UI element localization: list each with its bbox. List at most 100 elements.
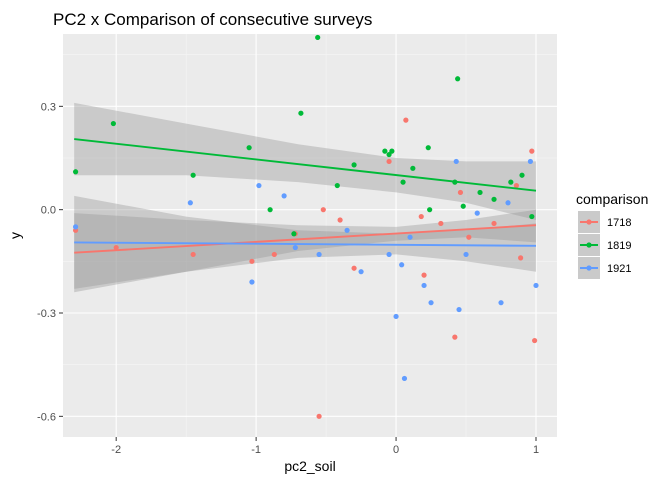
trend-lines [74,138,537,254]
x-tick-label: -1 [251,444,261,456]
x-tick-label: 1 [533,444,539,456]
data-point-1819 [298,110,304,116]
data-point-1819 [491,196,497,202]
x-axis: -2 -1 0 1 [111,437,539,456]
data-point-1718 [316,413,322,419]
data-point-1718 [457,189,464,196]
data-point-1718 [532,337,538,344]
data-point-1718 [466,234,472,240]
data-point-1921 [474,210,480,216]
data-point-1819 [508,179,514,185]
data-point-1921 [316,251,322,258]
trend-line-1819 [74,138,537,192]
confidence-band-1921 [74,195,536,289]
data-point-1819 [190,172,196,178]
data-point-1921 [393,313,399,320]
data-point-1819 [267,207,273,213]
data-point-1819 [246,145,252,151]
legend: comparison 1718 1819 1921 [576,191,648,279]
data-point-1718 [190,251,196,258]
data-point-1921 [292,244,298,251]
data-point-1819 [110,120,116,127]
data-point-1819 [425,145,431,151]
data-point-1921 [386,251,392,258]
data-points [72,34,539,419]
legend-label-1718: 1718 [607,217,631,229]
data-point-1921 [249,279,255,285]
data-point-1819 [334,182,340,189]
data-point-1921 [407,234,413,240]
data-point-1718 [271,251,277,258]
data-point-1819 [410,165,416,171]
data-point-1921 [281,193,287,199]
data-point-1819 [382,148,388,154]
data-point-1921 [421,282,427,289]
grid-minor [63,34,557,437]
data-point-1718 [529,148,535,154]
chart-title: PC2 x Comparison of consecutive surveys [53,10,372,29]
y-axis-label: y [7,232,23,239]
data-point-1819 [351,162,357,168]
data-point-1718 [320,207,326,213]
data-point-1921 [533,282,539,289]
data-point-1819 [291,231,297,237]
legend-point-1718 [586,219,592,225]
data-point-1718 [491,220,497,227]
data-point-1819 [427,207,433,213]
data-point-1819 [477,189,483,196]
data-point-1718 [386,158,392,165]
data-point-1718 [518,255,524,261]
trend-line-1921 [74,241,537,247]
plot-panel [63,34,557,437]
data-point-1718 [438,220,444,227]
y-tick-label: 0.3 [41,101,56,113]
data-point-1921 [358,269,364,275]
data-point-1819 [519,172,525,178]
data-point-1921 [527,158,534,165]
legend-point-1819 [586,242,592,248]
data-point-1921 [344,227,350,233]
x-axis-label: pc2_soil [284,458,335,474]
data-point-1819 [315,34,321,41]
confidence-bands [74,102,536,293]
legend-label-1921: 1921 [607,263,631,275]
data-point-1819 [455,76,461,82]
data-point-1718 [513,182,520,189]
y-tick-label: -0.3 [37,308,56,320]
data-point-1718 [337,217,343,223]
data-point-1718 [421,272,427,278]
data-point-1819 [400,179,406,185]
x-tick-label: 0 [393,444,399,456]
legend-label-1819: 1819 [607,240,631,252]
trend-line-1718 [74,224,537,254]
data-point-1921 [187,200,193,206]
data-point-1819 [460,203,466,209]
data-point-1819 [529,213,535,220]
data-point-1921 [428,300,434,306]
data-point-1819 [386,151,392,158]
confidence-band-1819 [74,102,536,220]
data-point-1921 [399,262,405,268]
legend-title: comparison [576,191,648,207]
data-point-1718 [249,258,255,264]
data-point-1921 [401,375,408,382]
y-axis: -0.6 -0.3 0.0 0.3 [37,101,63,423]
data-point-1718 [113,244,119,251]
data-point-1921 [256,182,262,189]
y-tick-label: -0.6 [37,411,56,423]
data-point-1718 [403,117,409,123]
data-point-1921 [72,224,79,230]
data-point-1921 [453,158,459,165]
confidence-band-1718 [74,209,536,293]
grid-major [63,34,557,437]
x-tick-label: -2 [111,444,121,456]
data-point-1718 [351,265,357,271]
y-tick-label: 0.0 [41,205,56,217]
data-point-1921 [505,200,511,206]
data-point-1718 [452,334,458,340]
data-point-1921 [463,251,469,258]
data-point-1819 [389,148,395,154]
data-point-1819 [72,169,79,175]
data-point-1921 [456,306,462,313]
